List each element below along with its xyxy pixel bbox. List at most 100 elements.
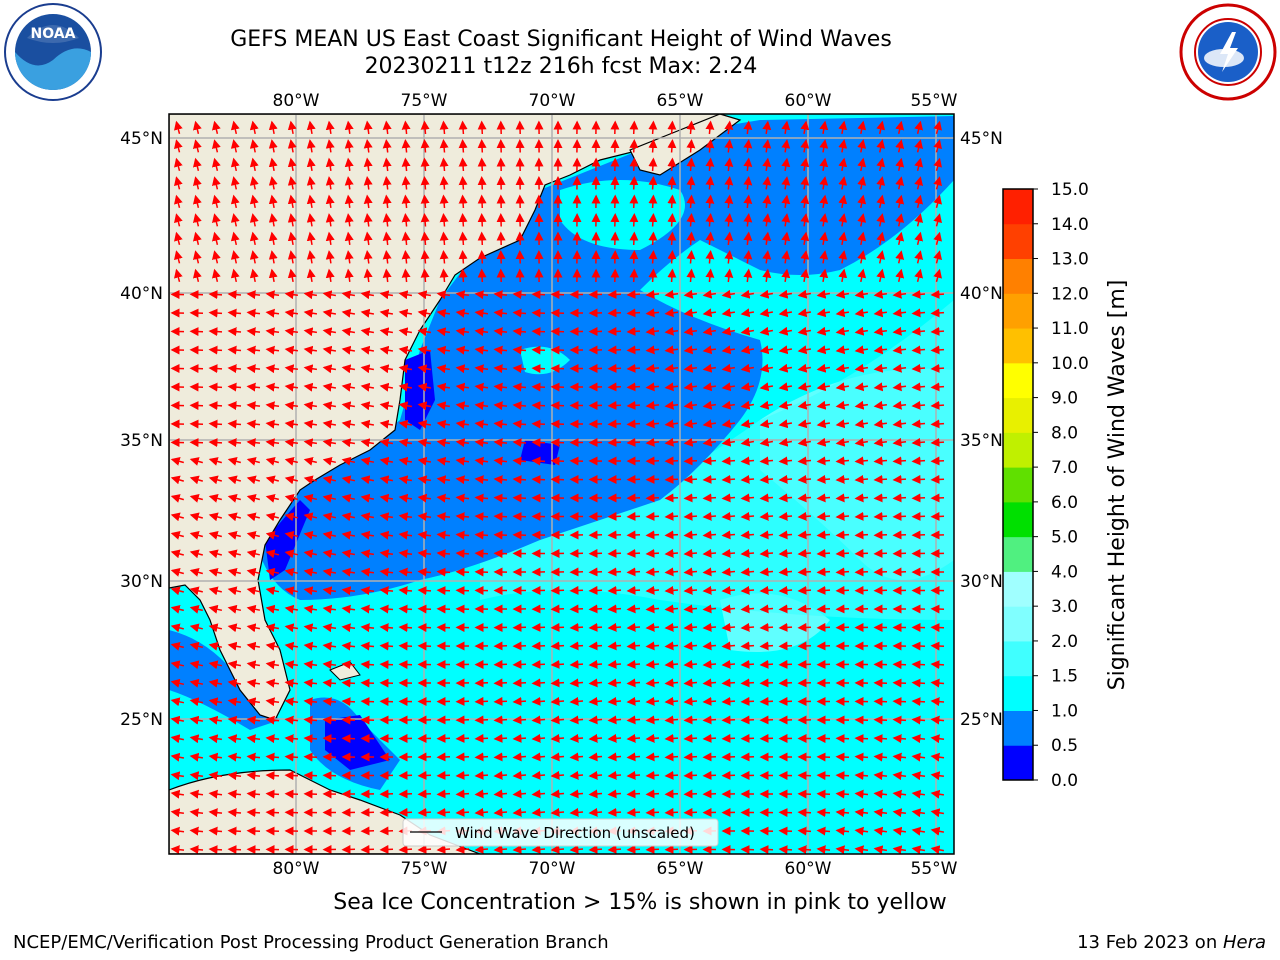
wind-wave-arrow [626,345,641,355]
wind-wave-arrow [550,659,565,669]
wind-wave-arrow [835,771,850,781]
wind-wave-arrow [303,604,318,614]
wind-wave-arrow [778,456,793,466]
wind-wave-arrow [360,530,375,540]
wind-wave-arrow [835,289,850,299]
wind-wave-arrow [854,734,869,744]
wind-wave-arrow [930,345,945,355]
wind-wave-arrow [835,493,850,503]
wind-wave-arrow [249,231,259,246]
wind-wave-arrow [341,308,356,318]
wind-wave-arrow [702,474,717,484]
wind-wave-arrow [170,697,185,707]
wind-wave-arrow [265,327,280,337]
wind-wave-arrow [436,438,451,448]
wind-wave-arrow [493,752,508,762]
wind-wave-arrow [702,622,717,632]
wind-wave-arrow [721,474,736,484]
wind-wave-arrow [474,844,489,854]
wind-wave-arrow [341,364,356,374]
wind-wave-arrow [930,363,945,373]
wind-wave-arrow [265,401,280,411]
colorbar-segment [1003,606,1033,642]
wind-wave-arrow [854,363,869,373]
wind-wave-arrow [531,733,546,743]
wind-wave-arrow [493,438,508,448]
wind-wave-arrow [892,456,907,466]
wind-wave-arrow [344,120,354,135]
noaa-logo-icon: NOAA [4,3,102,101]
wind-wave-arrow [417,290,432,300]
wind-wave-arrow [284,715,299,725]
wind-wave-arrow [303,456,317,466]
wind-wave-arrow [230,139,240,153]
wind-wave-arrow [208,457,222,466]
wind-wave-arrow [417,493,432,503]
wind-wave-arrow [306,176,316,190]
wind-wave-arrow [208,475,222,485]
wind-wave-arrow [265,715,280,725]
wind-wave-arrow [930,326,945,336]
wind-wave-arrow [550,678,565,688]
wind-wave-arrow [208,567,222,577]
wind-wave-arrow [474,382,489,392]
wind-wave-arrow [189,826,204,836]
wind-wave-arrow [360,641,375,651]
wind-wave-arrow [933,194,942,208]
wind-wave-arrow [493,696,508,706]
wind-wave-arrow [246,623,261,633]
wind-wave-arrow [740,308,755,318]
wind-wave-arrow [683,659,698,669]
wind-wave-arrow [892,419,907,429]
colorbar-segment [1003,189,1033,225]
wind-wave-arrow [740,659,755,669]
wind-wave-arrow [363,268,373,283]
wind-wave-arrow [702,641,717,651]
wind-wave-arrow [816,511,831,521]
wind-wave-arrow [512,715,527,725]
wind-wave-arrow [360,438,375,448]
wind-wave-arrow [607,419,622,429]
wind-wave-arrow [208,290,223,300]
wind-wave-arrow [569,678,584,688]
wind-wave-arrow [284,567,299,577]
wind-wave-arrow [892,289,907,299]
wind-wave-arrow [645,585,660,595]
wind-wave-arrow [664,659,679,669]
wind-wave-arrow [531,419,546,429]
wind-wave-arrow [268,176,278,190]
wind-wave-arrow [854,845,869,854]
wind-wave-arrow [398,549,413,559]
wind-wave-arrow [873,400,888,410]
wind-wave-arrow [705,157,715,172]
wind-wave-arrow [702,659,717,669]
wind-wave-arrow [512,345,527,355]
wind-wave-arrow [436,401,451,411]
wind-wave-arrow [303,382,318,392]
wind-wave-arrow [759,548,774,558]
wind-wave-arrow [287,250,297,264]
wind-wave-arrow [322,345,337,355]
wind-wave-arrow [797,567,812,577]
wind-wave-arrow [645,400,660,410]
wind-wave-arrow [759,511,774,521]
wind-wave-arrow [360,567,375,577]
wind-wave-arrow [607,400,622,410]
colorbar-segment [1003,223,1033,260]
wind-wave-arrow [569,715,584,725]
wind-wave-arrow [455,475,470,485]
wind-wave-arrow [740,326,755,336]
wind-wave-arrow [797,363,812,373]
wind-wave-arrow [474,364,489,374]
wind-wave-arrow [287,231,297,246]
wind-wave-arrow [645,678,660,688]
wind-wave-arrow [721,456,736,466]
wind-wave-arrow [645,289,660,299]
wind-wave-arrow [170,568,184,577]
wind-wave-arrow [816,382,831,392]
wind-wave-arrow [379,623,394,633]
wind-wave-arrow [170,457,184,466]
wind-wave-arrow [458,268,468,283]
wind-wave-arrow [721,308,736,318]
wind-wave-arrow [436,530,451,540]
